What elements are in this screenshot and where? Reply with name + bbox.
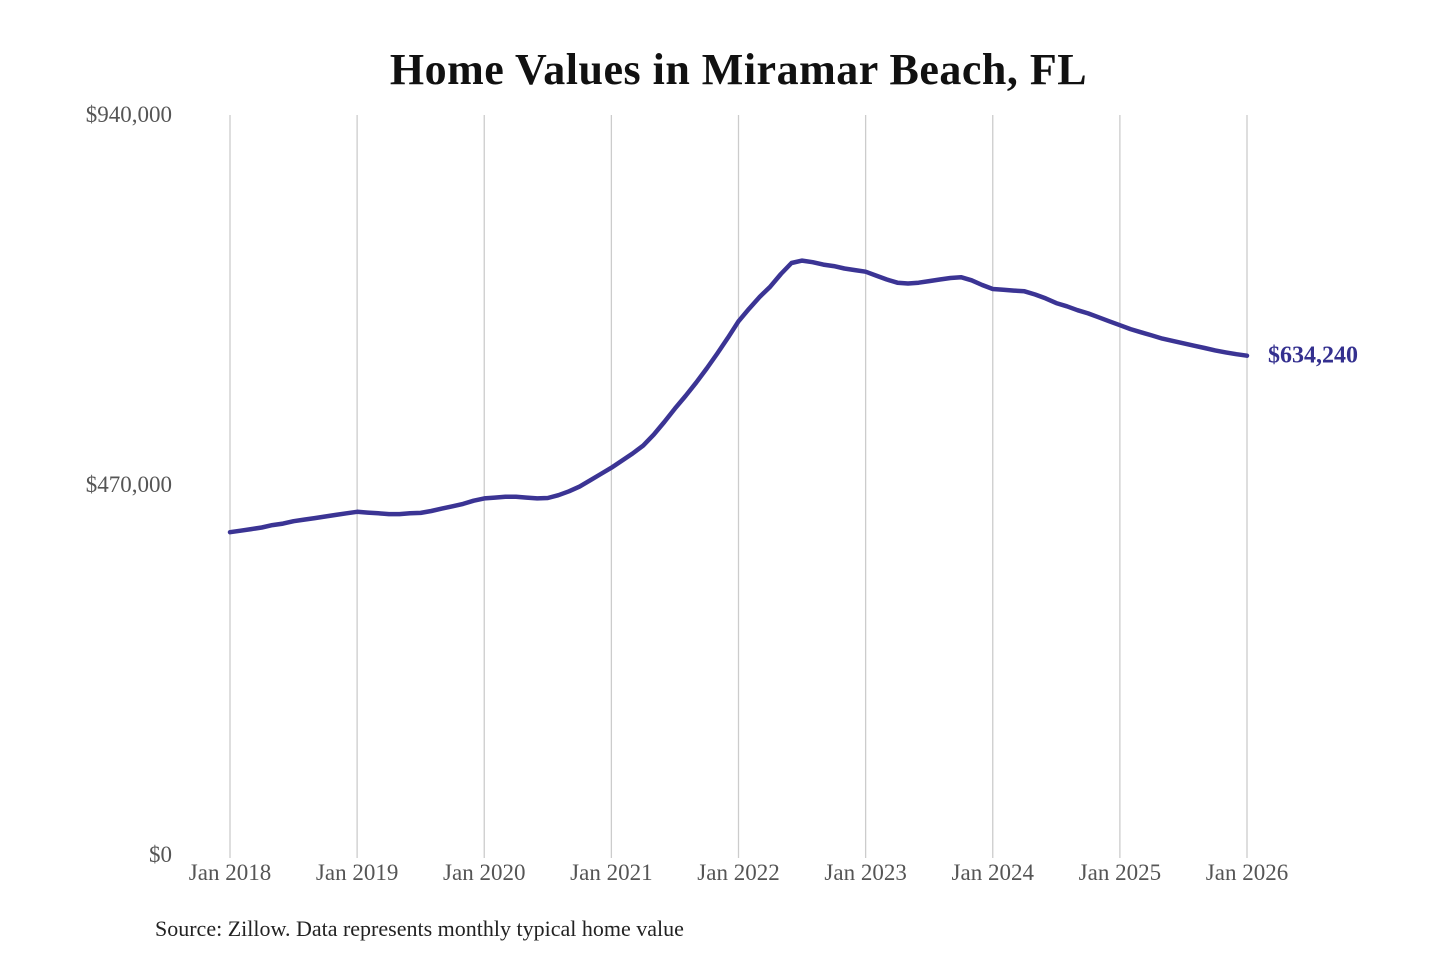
x-tick-label: Jan 2023 xyxy=(824,860,907,885)
latest-value-label: $634,240 xyxy=(1268,342,1358,369)
x-tick-label: Jan 2019 xyxy=(315,860,399,885)
x-tick-label: Jan 2020 xyxy=(443,860,526,885)
gridlines xyxy=(229,115,1248,858)
y-tick-label: $0 xyxy=(149,842,172,867)
x-tick-label: Jan 2018 xyxy=(188,860,272,885)
x-tick-label: Jan 2021 xyxy=(570,860,653,885)
source-note: Source: Zillow. Data represents monthly … xyxy=(155,916,684,941)
x-tick-label: Jan 2026 xyxy=(1205,860,1289,885)
y-tick-label: $940,000 xyxy=(85,102,172,127)
x-tick-label: Jan 2022 xyxy=(697,860,780,885)
y-tick-label: $470,000 xyxy=(85,472,172,497)
x-tick-label: Jan 2025 xyxy=(1078,860,1162,885)
home-value-line xyxy=(227,258,1250,535)
x-tick-label: Jan 2024 xyxy=(951,860,1034,885)
chart-title: Home Values in Miramar Beach, FL xyxy=(389,45,1088,94)
